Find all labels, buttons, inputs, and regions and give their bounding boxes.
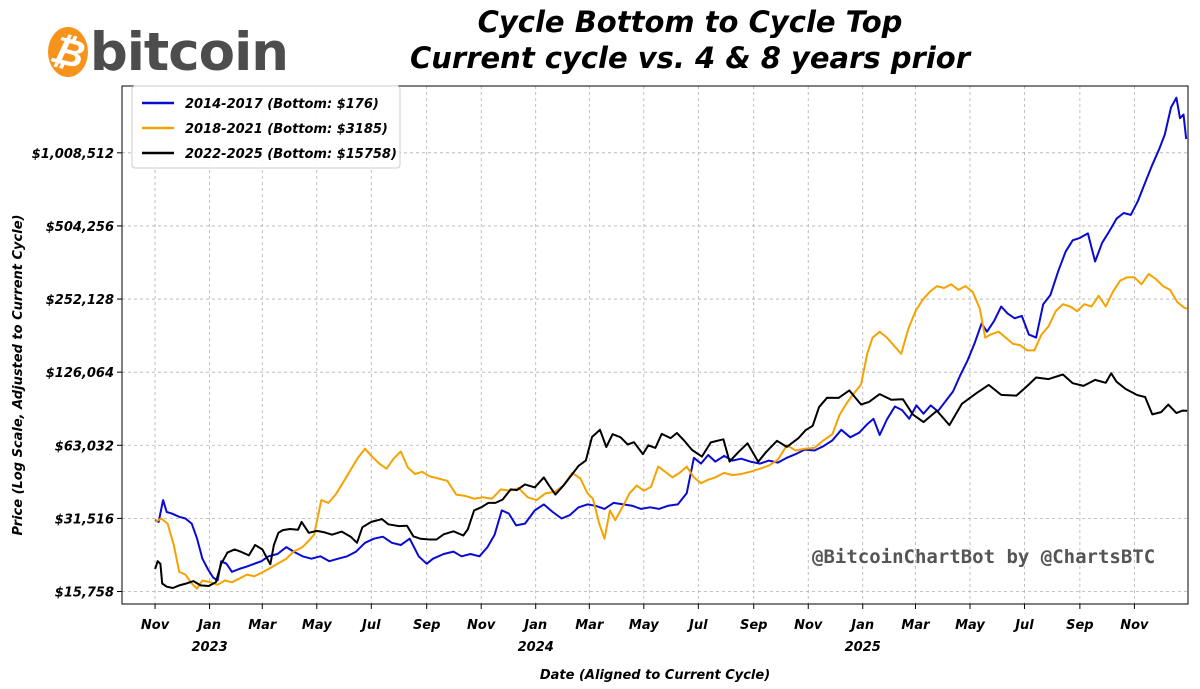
y-tick-label: $504,256 <box>46 220 114 235</box>
watermark: @BitcoinChartBot by @ChartsBTC <box>812 546 1155 568</box>
x-tick-year-label: 2025 <box>845 640 881 655</box>
x-tick-label: May <box>302 618 332 633</box>
x-tick-label: Jul <box>1012 618 1034 633</box>
bitcoin-wordmark: bitcoin <box>89 21 289 83</box>
bitcoin-coin-icon: ₿ <box>46 27 89 78</box>
series-line-2 <box>154 272 1188 590</box>
x-tick-label: Jan <box>521 618 547 633</box>
series-lines <box>154 96 1188 590</box>
x-tick-label: Sep <box>1066 618 1094 633</box>
bitcoin-logo: ₿ bitcoin <box>46 21 289 83</box>
y-tick-label: $31,516 <box>55 512 114 527</box>
x-tick-label: Jul <box>686 618 708 633</box>
x-tick-label: Sep <box>740 618 768 633</box>
x-tick-label: Nov <box>141 618 170 633</box>
legend-label: 2018-2021 (Bottom: $3185) <box>185 122 388 137</box>
x-tick-label: May <box>955 618 985 633</box>
x-tick-year-label: 2024 <box>518 640 554 655</box>
series-line-3 <box>154 372 1188 589</box>
legend-label: 2022-2025 (Bottom: $15758) <box>185 147 397 162</box>
y-axis-label: Price (Log Scale, Adjusted to Current Cy… <box>11 215 26 536</box>
y-tick-label: $126,064 <box>46 366 114 381</box>
grid <box>122 86 1188 604</box>
x-tick-label: Jul <box>359 618 381 633</box>
legend-label: 2014-2017 (Bottom: $176) <box>185 97 379 112</box>
y-tick-label: $1,008,512 <box>32 147 114 162</box>
chart-subtitle: Current cycle vs. 4 & 8 years prior <box>409 41 971 75</box>
x-tick-label: Mar <box>248 618 278 633</box>
y-tick-label: $15,758 <box>55 586 114 601</box>
x-axis-label: Date (Aligned to Current Cycle) <box>540 668 770 683</box>
x-tick-year-label: 2023 <box>191 640 227 655</box>
x-tick-label: Mar <box>575 618 605 633</box>
axis-ticks: $15,758 $31,516 $63,032 $126,064 $252,128 $50… <box>32 147 1149 655</box>
chart-title: Cycle Bottom to Cycle Top <box>477 5 903 39</box>
x-tick-label: May <box>629 618 659 633</box>
x-tick-label: Jan <box>848 618 874 633</box>
x-tick-label: Nov <box>1120 618 1149 633</box>
y-tick-label: $252,128 <box>46 293 114 308</box>
x-tick-label: Mar <box>901 618 931 633</box>
chart-title-block: Cycle Bottom to Cycle Top Current cycle … <box>380 4 1000 76</box>
x-tick-label: Sep <box>413 618 441 633</box>
plot-area-frame <box>121 85 1189 605</box>
x-tick-label: Jan <box>195 618 221 633</box>
legend: 2014-2017 (Bottom: $176) 2018-2021 (Botto… <box>131 85 401 169</box>
x-tick-label: Nov <box>794 618 823 633</box>
legend-box <box>131 85 401 169</box>
series-line-1 <box>154 96 1188 582</box>
x-tick-label: Nov <box>467 618 496 633</box>
y-tick-label: $63,032 <box>55 439 114 454</box>
